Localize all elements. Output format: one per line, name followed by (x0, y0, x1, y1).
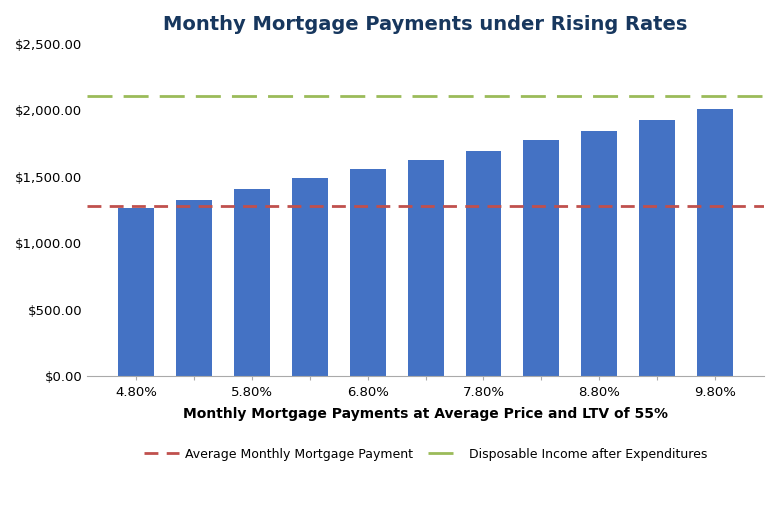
Bar (523, 140, 559, 376)
Bar (640, 120, 675, 376)
Title: Monthy Mortgage Payments under Rising Rates: Monthy Mortgage Payments under Rising Ra… (164, 15, 688, 34)
X-axis label: Monthly Mortgage Payments at Average Price and LTV of 55%: Monthly Mortgage Payments at Average Pri… (183, 407, 668, 421)
Bar (291, 178, 328, 376)
Legend: Average Monthly Mortgage Payment, Disposable Income after Expenditures: Average Monthly Mortgage Payment, Dispos… (139, 443, 713, 466)
Bar (118, 207, 153, 376)
Bar (350, 169, 386, 376)
Bar (466, 151, 502, 376)
Bar (581, 131, 617, 376)
Bar (176, 200, 212, 376)
Bar (234, 189, 270, 376)
Bar (697, 109, 733, 376)
Bar (407, 160, 443, 376)
